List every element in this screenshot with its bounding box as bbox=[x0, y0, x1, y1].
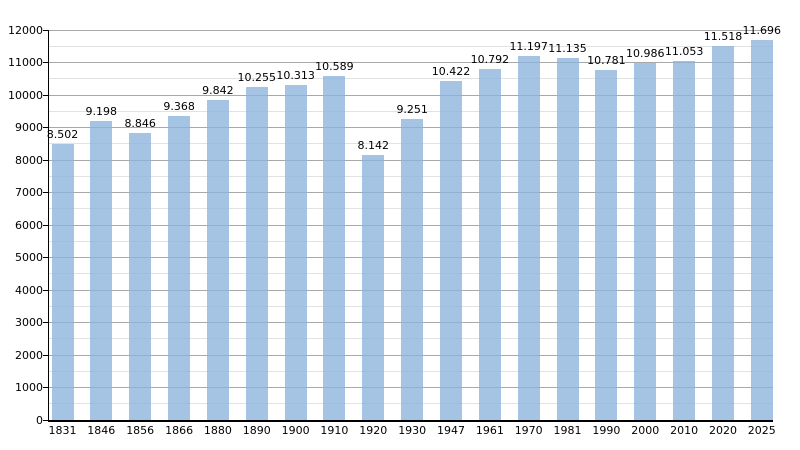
y-axis-tick bbox=[43, 127, 48, 128]
x-axis-label: 1970 bbox=[514, 424, 543, 437]
bar bbox=[673, 60, 696, 420]
y-axis-tick bbox=[43, 387, 48, 388]
y-axis-tick bbox=[43, 192, 48, 193]
bar-value-label: 11.197 bbox=[509, 40, 548, 54]
y-axis-tick bbox=[43, 354, 48, 356]
bar bbox=[323, 75, 346, 420]
y-axis-label: 9000 bbox=[15, 121, 43, 134]
x-axis-label: 1947 bbox=[437, 424, 465, 437]
gridline-minor bbox=[48, 45, 773, 47]
bar-value-label: 10.255 bbox=[237, 70, 277, 84]
gridline-major bbox=[48, 29, 773, 31]
bar bbox=[168, 115, 191, 420]
bar bbox=[206, 100, 229, 420]
bar-value-label: 11.518 bbox=[703, 29, 743, 43]
bar bbox=[362, 155, 385, 420]
y-axis-label: 2000 bbox=[15, 348, 43, 362]
y-axis-label: 6000 bbox=[15, 218, 43, 232]
gridline-minor bbox=[48, 110, 773, 112]
x-axis-label: 2020 bbox=[709, 424, 737, 437]
x-axis-label: 1900 bbox=[281, 424, 310, 437]
x-axis-label: 1910 bbox=[320, 424, 349, 437]
y-axis-label: 4000 bbox=[15, 283, 43, 297]
y-axis-tick bbox=[43, 159, 48, 161]
x-axis-label: 1930 bbox=[398, 424, 427, 437]
bar bbox=[401, 119, 424, 420]
y-axis-tick bbox=[43, 322, 48, 323]
x-axis-label: 2000 bbox=[631, 424, 660, 437]
bar-value-label: 11.053 bbox=[664, 44, 704, 58]
y-axis-tick bbox=[43, 257, 48, 258]
bar bbox=[90, 121, 113, 420]
x-axis-label: 2025 bbox=[747, 424, 776, 437]
bar bbox=[634, 63, 657, 420]
gridline-major bbox=[48, 62, 773, 63]
bar bbox=[51, 143, 74, 420]
bar-value-label: 10.422 bbox=[431, 65, 471, 79]
y-axis-label: 5000 bbox=[15, 251, 43, 264]
bar-value-label: 8.142 bbox=[357, 139, 390, 153]
x-axis-label: 1961 bbox=[475, 424, 504, 437]
bar-value-label: 10.792 bbox=[470, 53, 510, 67]
x-axis-label: 2010 bbox=[670, 424, 699, 437]
y-axis-label: 3000 bbox=[15, 316, 43, 329]
bar bbox=[478, 69, 501, 420]
bar-value-label: 8.502 bbox=[46, 127, 79, 141]
bar bbox=[517, 56, 540, 420]
bar-value-label: 10.313 bbox=[276, 68, 315, 82]
y-axis-label: 0 bbox=[36, 413, 43, 427]
bar-value-label: 10.986 bbox=[626, 47, 665, 60]
bar bbox=[284, 84, 307, 420]
x-axis-label: 1856 bbox=[126, 424, 155, 437]
x-axis-label: 1880 bbox=[203, 424, 232, 437]
bar bbox=[712, 45, 734, 420]
x-axis-label: 1981 bbox=[553, 424, 582, 437]
y-axis-label: 7000 bbox=[15, 186, 43, 199]
bar-value-label: 10.781 bbox=[587, 53, 626, 67]
bar bbox=[750, 39, 773, 420]
x-axis-label: 1890 bbox=[242, 424, 271, 437]
x-axis-label: 1831 bbox=[48, 424, 77, 437]
gridline-minor bbox=[48, 78, 773, 80]
x-axis-label: 1990 bbox=[592, 424, 621, 437]
gridline-major bbox=[48, 94, 773, 96]
y-axis-label: 11000 bbox=[8, 56, 43, 69]
bar bbox=[595, 69, 618, 420]
y-axis-tick bbox=[43, 224, 48, 226]
bar bbox=[129, 132, 152, 420]
y-axis-tick bbox=[43, 62, 48, 63]
y-axis-label: 8000 bbox=[15, 153, 43, 167]
y-axis-tick bbox=[43, 419, 48, 421]
y-axis-tick bbox=[43, 94, 48, 96]
bar-value-label: 10.589 bbox=[315, 59, 354, 73]
y-axis-label: 1000 bbox=[15, 381, 43, 394]
bar-value-label: 11.135 bbox=[548, 42, 587, 56]
bar-value-label: 9.842 bbox=[202, 84, 234, 98]
bar-value-label: 9.198 bbox=[85, 105, 118, 119]
bar-value-label: 8.846 bbox=[124, 116, 156, 130]
y-axis-tick bbox=[43, 289, 48, 291]
bar bbox=[556, 58, 579, 420]
bar-value-label: 9.368 bbox=[163, 99, 195, 113]
x-axis-label: 1866 bbox=[165, 424, 194, 437]
y-axis-label: 10000 bbox=[8, 88, 43, 102]
y-axis-line bbox=[47, 29, 49, 421]
x-axis-line bbox=[47, 419, 773, 422]
bar bbox=[440, 81, 462, 420]
x-axis-label: 1846 bbox=[87, 424, 116, 437]
bar bbox=[245, 86, 268, 420]
bar-value-label: 9.251 bbox=[396, 103, 428, 117]
bar-value-label: 11.696 bbox=[742, 23, 782, 37]
y-axis-tick bbox=[43, 29, 48, 31]
y-axis-label: 12000 bbox=[8, 23, 43, 37]
x-axis-label: 1920 bbox=[359, 424, 388, 437]
